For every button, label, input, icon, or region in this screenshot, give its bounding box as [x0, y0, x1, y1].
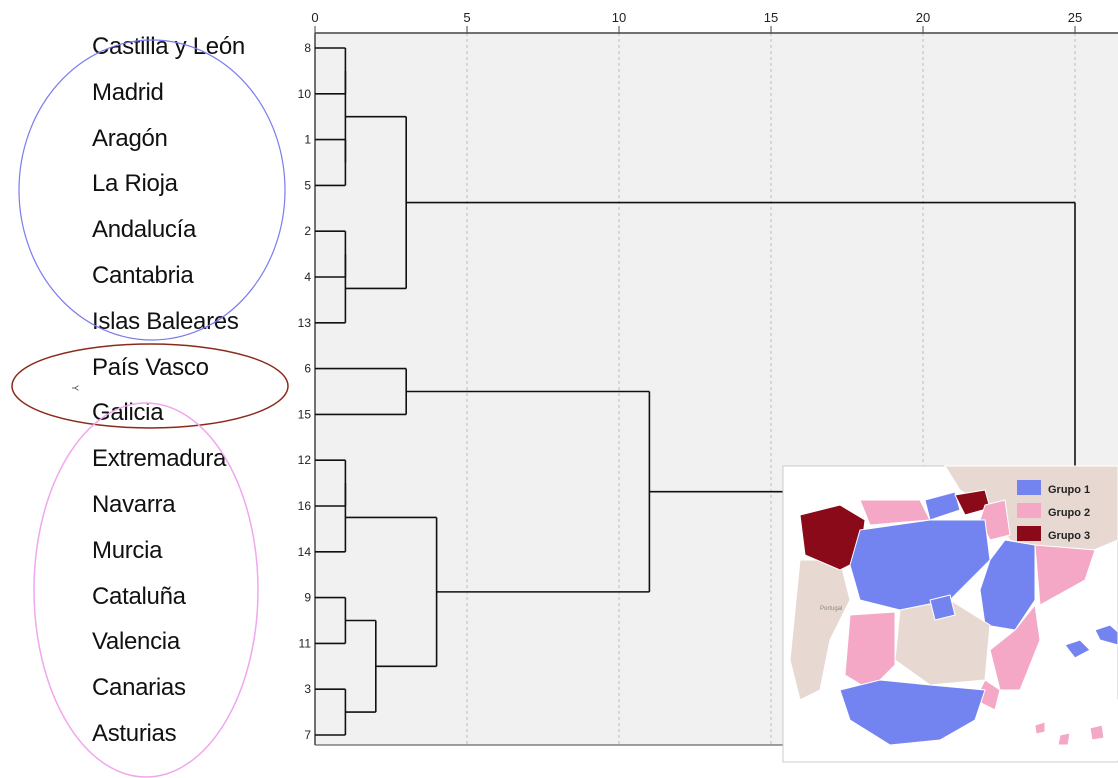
group1-ellipse — [18, 39, 286, 341]
case-number: 9 — [304, 591, 311, 605]
case-number: 11 — [299, 636, 312, 650]
map-tiny-label: Portugal — [820, 606, 842, 612]
region-label: Castilla y León — [92, 33, 245, 60]
madrid-area — [929, 594, 956, 621]
group2-ellipse — [33, 402, 259, 778]
legend-label: Grupo 3 — [1048, 530, 1090, 542]
case-number: 12 — [298, 453, 312, 467]
legend-swatch — [1017, 503, 1041, 518]
canarias-area — [1057, 732, 1071, 746]
region-label: La Rioja — [92, 170, 178, 198]
legend-swatch — [1017, 526, 1041, 541]
region-label: Islas Baleares — [92, 307, 239, 335]
tick-label: 25 — [1068, 10, 1082, 25]
region-label: País Vasco — [92, 353, 209, 381]
region-label: Asturias — [92, 720, 177, 747]
case-number: 10 — [298, 87, 312, 101]
baleares-area — [1064, 639, 1091, 659]
case-number: 2 — [304, 224, 311, 238]
case-number: 8 — [304, 41, 311, 55]
valencia-area — [989, 603, 1041, 691]
region-label: Navarra — [92, 491, 176, 518]
canarias-area — [1089, 724, 1105, 741]
map-legend: Grupo 1 Grupo 2 Grupo 3 Portugal — [820, 480, 1090, 612]
case-number: 4 — [304, 270, 311, 284]
map-regions — [789, 465, 1118, 761]
legend-label: Grupo 2 — [1048, 507, 1090, 519]
portugal-area — [789, 559, 851, 701]
region-label: Andalucía — [92, 216, 197, 244]
region-label: Madrid — [92, 78, 164, 106]
spain-map: Grupo 1 Grupo 2 Grupo 3 Portugal — [782, 465, 1118, 763]
region-label: Aragón — [92, 124, 168, 152]
andalucia-area — [839, 679, 986, 746]
case-number: 15 — [298, 407, 312, 421]
group3-ellipse — [11, 343, 289, 429]
extremadura-area — [844, 611, 896, 691]
case-number: 5 — [304, 178, 311, 192]
tick-label: 15 — [764, 10, 778, 25]
case-number: 7 — [304, 728, 311, 742]
region-label: Valencia — [92, 628, 180, 656]
tick-label: 20 — [916, 10, 930, 25]
case-number: 3 — [304, 682, 311, 696]
region-label: Extremadura — [92, 445, 227, 473]
canarias-box — [1019, 699, 1118, 761]
region-label: Cataluña — [92, 582, 186, 610]
tick-label: 5 — [463, 10, 470, 25]
cataluna-area — [1034, 544, 1096, 606]
aragon-area — [979, 539, 1036, 631]
region-label: Canarias — [92, 674, 186, 702]
case-number: 13 — [298, 316, 312, 330]
case-number: 1 — [304, 133, 311, 147]
canarias-area — [1034, 721, 1046, 735]
region-label: Cantabria — [92, 262, 194, 289]
case-number: 16 — [298, 499, 312, 513]
legend-swatch — [1017, 480, 1041, 495]
axis-ticks: 0 5 10 15 20 25 — [311, 10, 1082, 33]
tick-label: 0 — [311, 10, 318, 25]
baleares-area — [1094, 624, 1118, 646]
case-number: 14 — [298, 545, 312, 559]
region-label: Murcia — [92, 536, 163, 564]
cantabria-area — [924, 491, 961, 521]
case-number: 6 — [304, 362, 311, 376]
legend-label: Grupo 1 — [1048, 484, 1090, 496]
tick-label: 10 — [612, 10, 626, 25]
navarra-area — [979, 499, 1011, 541]
